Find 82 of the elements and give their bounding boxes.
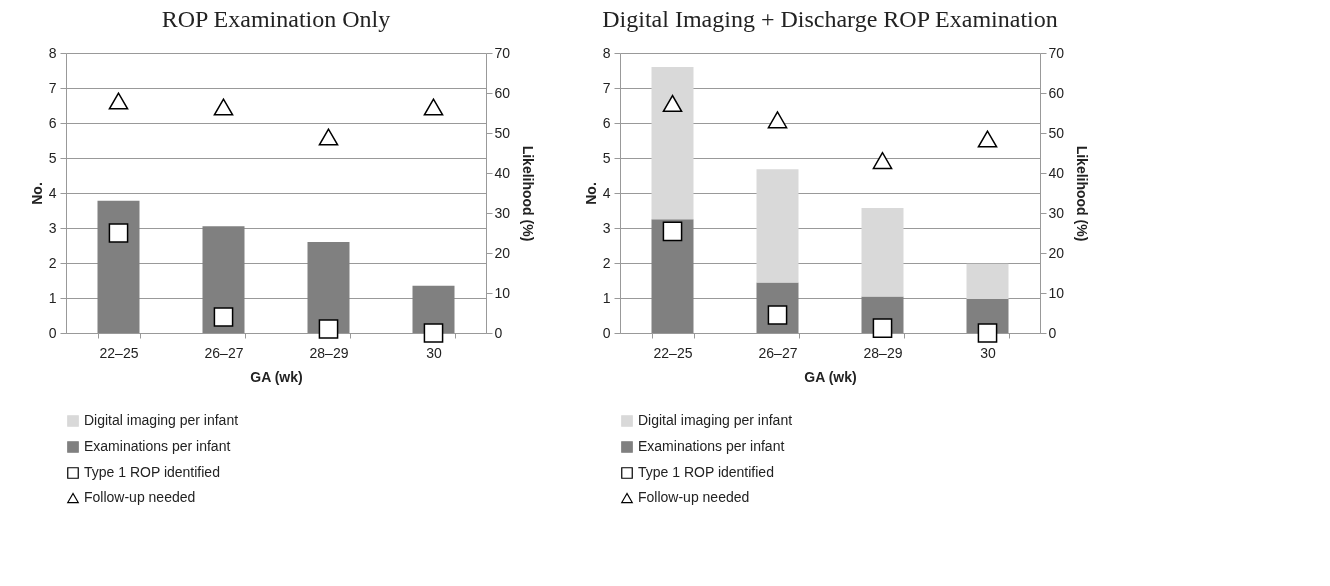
y-axis-title: No. — [28, 182, 45, 205]
legend-label: Examinations per infant — [84, 438, 231, 454]
x-tick-label: 26–27 — [204, 344, 244, 361]
x-axis-title: GA (wk) — [804, 368, 857, 385]
y-tick-label: 2 — [48, 254, 57, 271]
chart-title: ROP Examination Only — [161, 6, 391, 32]
point — [213, 98, 234, 116]
x-tick-label: 30 — [980, 344, 996, 361]
bar — [651, 219, 694, 333]
point — [108, 92, 129, 110]
legend-label: Type 1 ROP identified — [638, 464, 774, 480]
y-tick-label: 7 — [48, 79, 57, 96]
x-tick-label: 28–29 — [309, 344, 349, 361]
y-axis-title: No. — [582, 182, 599, 205]
bar — [307, 242, 350, 333]
y2-tick-label: 0 — [1048, 324, 1057, 341]
point — [662, 94, 683, 113]
y2-axis-title: Likelihood (%) — [520, 145, 537, 242]
legend-label: Examinations per infant — [638, 438, 785, 454]
y2-tick-label: 10 — [494, 284, 511, 301]
legend-label: Type 1 ROP identified — [84, 464, 220, 480]
point — [872, 318, 893, 339]
y-tick-label: 8 — [48, 44, 57, 61]
y-tick-label: 0 — [602, 324, 611, 341]
point — [872, 151, 893, 170]
bar — [412, 285, 455, 333]
legend-label: Follow-up needed — [84, 489, 196, 505]
y2-tick-label: 70 — [494, 44, 511, 61]
y2-tick-label: 50 — [494, 124, 511, 141]
y-tick-label: 6 — [602, 114, 611, 131]
point — [423, 323, 444, 343]
y-tick-label: 7 — [602, 79, 611, 96]
y2-tick-label: 70 — [1048, 44, 1065, 61]
y-tick-label: 3 — [602, 219, 611, 236]
x-tick-label: 26–27 — [758, 344, 798, 361]
point — [423, 98, 444, 116]
bar — [651, 67, 694, 220]
y-tick-label: 5 — [48, 149, 57, 166]
y2-tick-label: 0 — [494, 324, 503, 341]
y-tick-label: 4 — [602, 184, 611, 201]
bar — [97, 200, 140, 333]
x-tick-label: 22–25 — [653, 344, 693, 361]
y2-tick-label: 40 — [1048, 164, 1065, 181]
x-tick-label: 28–29 — [863, 344, 903, 361]
point — [977, 323, 998, 343]
y-tick-label: 0 — [48, 324, 57, 341]
bar — [966, 263, 1009, 300]
y-tick-label: 1 — [48, 289, 57, 306]
y2-tick-label: 60 — [1048, 84, 1065, 101]
y-tick-label: 8 — [602, 44, 611, 61]
y2-tick-label: 10 — [1048, 284, 1065, 301]
bar — [202, 226, 245, 333]
x-axis-title: GA (wk) — [250, 368, 303, 385]
x-tick-label: 30 — [426, 344, 442, 361]
point — [318, 128, 339, 146]
y2-tick-label: 60 — [494, 84, 511, 101]
y-tick-label: 4 — [48, 184, 57, 201]
y2-tick-label: 20 — [1048, 244, 1065, 261]
y2-tick-label: 30 — [494, 204, 511, 221]
bar — [861, 208, 904, 297]
point — [108, 223, 129, 243]
y2-tick-label: 40 — [494, 164, 511, 181]
point — [662, 221, 683, 242]
y-tick-label: 5 — [602, 149, 611, 166]
legend-label: Follow-up needed — [638, 489, 750, 505]
y2-tick-label: 50 — [1048, 124, 1065, 141]
y-tick-label: 3 — [48, 219, 57, 236]
x-tick-label: 22–25 — [99, 344, 139, 361]
bar — [756, 169, 799, 283]
y2-tick-label: 30 — [1048, 204, 1065, 221]
legend-label: Digital imaging per infant — [638, 412, 793, 428]
chart-title: Digital Imaging + Discharge ROP Examination — [602, 6, 1058, 32]
point — [213, 307, 234, 327]
point — [767, 111, 788, 129]
y2-axis-title: Likelihood (%) — [1074, 145, 1091, 242]
y-tick-label: 1 — [602, 289, 611, 306]
legend-label: Digital imaging per infant — [84, 412, 239, 428]
y-tick-label: 6 — [48, 114, 57, 131]
y-tick-label: 2 — [602, 254, 611, 271]
point — [318, 319, 339, 339]
y2-tick-label: 20 — [494, 244, 511, 261]
point — [977, 130, 998, 148]
